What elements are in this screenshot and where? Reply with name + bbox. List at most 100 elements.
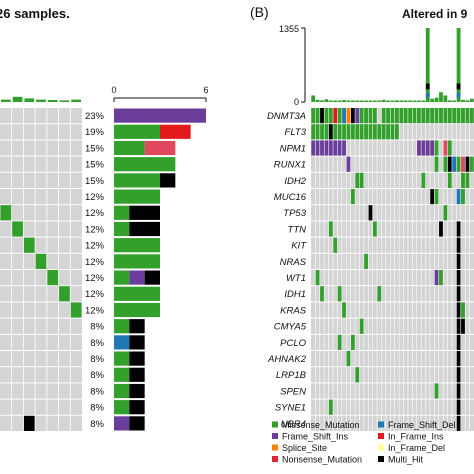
b-cell-1-9: [350, 124, 355, 140]
a-bar-segment-3-0: [114, 157, 176, 172]
b-cell-4-1: [359, 172, 364, 188]
b-cell-12-1: [456, 302, 461, 318]
a-bar-segment-0-0: [114, 108, 206, 123]
b-cell-2-2: [320, 140, 324, 156]
b-cell-0-23: [417, 108, 421, 124]
a-pct-label-15: 8%: [90, 354, 104, 365]
gene-label-lrp1b: LRP1B: [276, 370, 307, 381]
gene-label-ubr4: UBR4: [281, 419, 306, 430]
a-bar-segment-6-1: [129, 205, 160, 220]
b-cell-7-3: [456, 221, 461, 237]
a-pct-label-17: 8%: [90, 386, 104, 397]
a-grid-row-15: [0, 351, 82, 367]
a-pct-label-16: 8%: [90, 370, 104, 381]
b-cell-0-13: [368, 108, 373, 124]
legend-swatch-6: [272, 456, 278, 462]
b-cell-0-22: [412, 108, 417, 124]
a-grid-row-4: [0, 172, 82, 188]
a-bar-segment-13-0: [114, 319, 130, 334]
b-cell-13-2: [461, 318, 465, 334]
b-grid-row-3: [311, 156, 474, 172]
gene-label-dnmt3a: DNMT3A: [267, 111, 306, 122]
bar-axis-tick-label-0: 0: [111, 85, 116, 95]
b-top-bar-22: [408, 100, 413, 102]
b-cell-17-1: [456, 383, 461, 399]
a-bar-segment-7-0: [114, 221, 130, 237]
b-cell-0-1: [315, 108, 320, 124]
b-grid-row-4: [311, 172, 474, 188]
b-cell-0-17: [390, 108, 395, 124]
panel-b-label: (B): [250, 4, 269, 20]
b-cell-4-0: [355, 172, 360, 188]
b-cell-0-6: [337, 108, 342, 124]
b-top-bar-27: [430, 98, 435, 102]
b-top-bar-24: [417, 100, 421, 102]
b-cell-0-27: [434, 108, 439, 124]
b-cell-13-1: [456, 318, 461, 334]
gene-label-syne1: SYNE1: [275, 403, 306, 414]
gene-label-idh2: IDH2: [284, 176, 306, 187]
b-cell-5-2: [434, 189, 439, 205]
b-cell-0-14: [372, 108, 377, 124]
a-grid-row-6: [0, 205, 82, 221]
b-cell-11-1: [337, 286, 342, 302]
b-top-bar-3: [324, 99, 329, 102]
b-top-bar-accent-33: [456, 83, 461, 90]
b-grid-row-10: [311, 270, 474, 286]
a-bar-segment-2-0: [114, 140, 145, 156]
a-bar-segment-11-0: [114, 286, 160, 301]
gene-label-pclo: PCLO: [280, 338, 306, 349]
b-top-bar-12: [364, 100, 368, 102]
b-cell-0-4: [328, 108, 333, 124]
b-cell-15-0: [346, 351, 351, 367]
legend-label-1: Frame_Shift_Del: [388, 420, 456, 430]
panel-b-gene-labels: DNMT3A FLT3 NPM1 RUNX1 IDH2 MUC16 TP53 TTN KIT NR…: [267, 111, 307, 430]
gene-label-kit: KIT: [291, 241, 307, 252]
b-cell-0-20: [403, 108, 408, 124]
gene-label-nras: NRAS: [280, 257, 307, 268]
a-top-bar-3: [36, 99, 46, 102]
b-cell-1-5: [333, 124, 338, 140]
b-axis-label-max: 1355: [279, 24, 299, 34]
gene-label-spen: SPEN: [280, 386, 306, 397]
b-grid-row-7: [311, 221, 474, 237]
b-top-bar-7: [342, 100, 346, 102]
b-cell-16-0: [355, 367, 360, 383]
b-cell-1-16: [381, 124, 386, 140]
legend-swatch-0: [272, 421, 278, 428]
b-cell-1-6: [337, 124, 342, 140]
panel-a-percent-labels: 23% 19% 15% 15% 15% 12% 12% 12% 12% 12% 12% 12% 12% 8…: [85, 111, 105, 430]
b-cell-18-1: [456, 399, 461, 415]
a-bar-segment-7-1: [129, 221, 160, 237]
b-cell-11-3: [456, 286, 461, 302]
b-cell-0-10: [355, 108, 360, 124]
gene-label-tp53: TP53: [283, 208, 306, 219]
b-top-bar-14: [372, 100, 377, 102]
panel-b-top-bars: [311, 28, 474, 102]
b-axis-label-zero: 0: [294, 97, 299, 107]
b-grid-row-13: [311, 318, 474, 334]
a-pct-label-8: 12%: [85, 241, 105, 252]
b-cell-7-0: [328, 221, 333, 237]
gene-label-runx1: RUNX1: [274, 160, 306, 171]
b-cell-17-0: [434, 383, 439, 399]
b-cell-0-21: [408, 108, 413, 124]
a-top-bar-1: [12, 96, 23, 102]
b-cell-0-11: [359, 108, 364, 124]
b-cell-1-7: [342, 124, 346, 140]
b-top-bar-36: [469, 98, 474, 102]
b-top-bar-35: [465, 100, 470, 102]
b-cell-0-34: [465, 108, 470, 124]
mutation-legend: Missense_Mutation Frame_Shift_Del Frame_Sh…: [272, 420, 456, 465]
b-cell-3-3: [447, 156, 452, 172]
legend-label-4: Splice_Site: [282, 443, 327, 453]
b-cell-2-4: [328, 140, 333, 156]
a-oncoprint-cell-6: [0, 205, 12, 221]
a-bar-segment-14-0: [114, 335, 130, 350]
legend-label-2: Frame_Shift_Ins: [282, 432, 349, 442]
panel-b-oncoprint-grid: [311, 108, 474, 431]
b-cell-5-4: [461, 189, 465, 205]
panel-a-bar-axis: 0 6: [111, 85, 209, 102]
a-bar-segment-15-1: [129, 351, 145, 366]
b-top-bar-9: [350, 100, 355, 102]
